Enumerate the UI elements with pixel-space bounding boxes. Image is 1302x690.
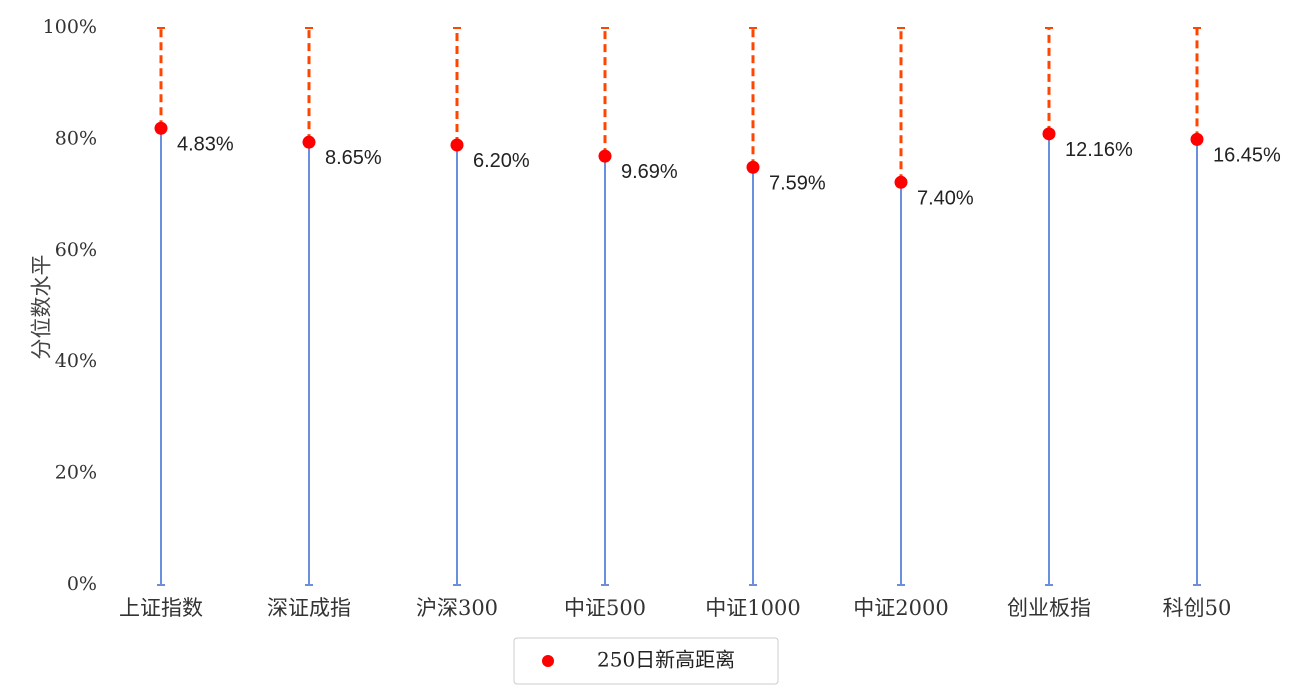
legend: 250日新高距离 — [513, 637, 779, 685]
x-tick-label: 深证成指 — [267, 596, 351, 620]
x-tick-label: 中证500 — [564, 596, 646, 620]
data-label: 16.45% — [1213, 144, 1281, 166]
data-label: 12.16% — [1065, 139, 1133, 161]
data-label: 8.65% — [325, 147, 382, 169]
x-axis-ticks: 上证指数 深证成指 沪深300 中证500 中证1000 中证2000 创业板指 科创50 — [119, 596, 1231, 620]
data-label: 7.40% — [917, 187, 974, 209]
x-tick-label: 沪深300 — [416, 596, 498, 620]
data-label: 9.69% — [621, 161, 678, 183]
y-tick-label: 20% — [55, 462, 97, 484]
data-point — [1190, 132, 1204, 146]
legend-box — [513, 637, 779, 685]
data-label: 4.83% — [177, 133, 234, 155]
data-point — [598, 149, 612, 163]
legend-label: 250日新高距离 — [597, 648, 735, 672]
x-tick-label: 中证2000 — [853, 596, 948, 620]
y-axis-label: 分位数水平 — [30, 255, 54, 360]
y-tick-label: 40% — [55, 350, 97, 372]
legend-marker — [542, 655, 554, 667]
gap-lines-layer — [157, 27, 1201, 183]
x-tick-label: 上证指数 — [119, 596, 203, 620]
data-label: 6.20% — [473, 150, 530, 172]
y-tick-label: 0% — [67, 573, 97, 595]
data-point — [746, 160, 760, 174]
y-tick-label: 60% — [55, 239, 97, 261]
data-point — [302, 135, 316, 149]
data-label: 7.59% — [769, 172, 826, 194]
x-tick-label: 创业板指 — [1007, 596, 1091, 620]
data-point — [154, 121, 168, 135]
y-axis-ticks: 0% 20% 40% 60% 80% 100% — [43, 16, 97, 595]
x-tick-label: 中证1000 — [705, 596, 800, 620]
points-layer — [154, 121, 1204, 189]
data-point — [450, 138, 464, 152]
y-tick-label: 80% — [55, 127, 97, 149]
data-point — [894, 175, 908, 189]
data-labels-layer: 4.83% 8.65% 6.20% 9.69% 7.59% 7.40% 12.16% 16.4… — [177, 133, 1281, 209]
x-tick-label: 科创50 — [1163, 596, 1232, 620]
y-tick-label: 100% — [43, 16, 97, 38]
stems-layer — [157, 128, 1201, 586]
data-point — [1042, 127, 1056, 141]
